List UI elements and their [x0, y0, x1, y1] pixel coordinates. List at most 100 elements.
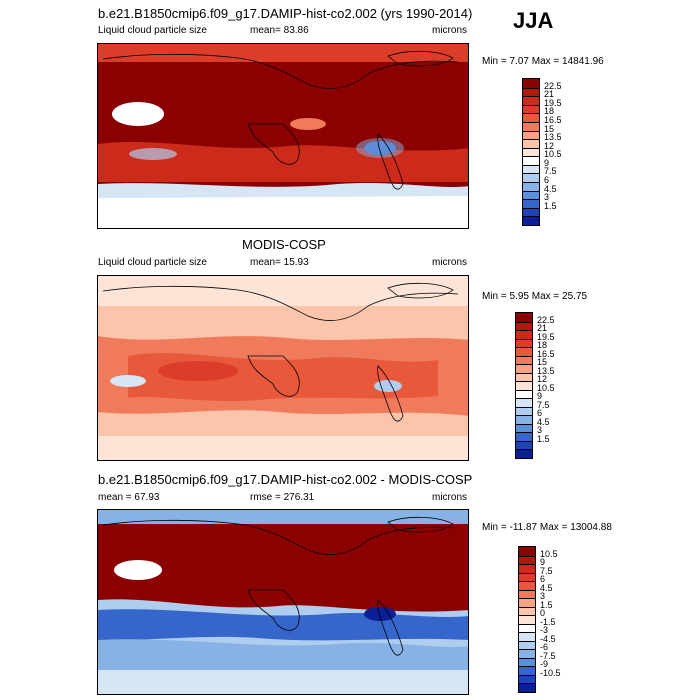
colorbar-segment: [516, 338, 532, 348]
colorbar-segment: [516, 415, 532, 424]
colorbar-tick-label: 18: [537, 340, 548, 351]
colorbar-tick-label: 22.5: [537, 314, 555, 325]
colorbar-tick-label: 16.5: [537, 348, 555, 359]
colorbar-segment: [516, 381, 532, 390]
colorbar-segment: [523, 130, 539, 140]
colorbar-segment: [523, 190, 539, 200]
colorbar-tick-label: 21: [544, 89, 555, 100]
colorbar-segment: [523, 207, 539, 217]
colorbar-segment: [516, 321, 532, 331]
colorbar-tick-label: 19.5: [544, 97, 562, 108]
colorbar-segment: [519, 598, 535, 607]
colorbar-segment: [523, 147, 539, 157]
colorbar-tick-label: 0: [540, 608, 546, 619]
panel3-map-field: [98, 510, 468, 694]
colorbar-segment: [516, 330, 532, 339]
colorbar-segment: [519, 555, 535, 565]
colorbar-segment: [516, 423, 532, 433]
colorbar-segment: [519, 683, 535, 692]
panel3-units-label: microns: [432, 492, 468, 503]
colorbar-segment: [523, 96, 539, 105]
season-label: JJA: [513, 8, 554, 33]
panel2-variable-label: Liquid cloud particle size: [98, 257, 207, 268]
panel1-variable-label: Liquid cloud particle size: [98, 25, 207, 36]
colorbar-tick-label: 6: [544, 175, 550, 186]
panel2-colorbar: [515, 312, 533, 459]
colorbar-tick-label: 12: [544, 140, 555, 151]
colorbar-segment: [523, 156, 539, 165]
colorbar-tick-label: 4.5: [544, 183, 557, 194]
colorbar-tick-label: 4.5: [540, 582, 553, 593]
colorbar-tick-label: 15: [544, 123, 555, 134]
colorbar-tick-label: 7.5: [540, 565, 553, 576]
colorbar-tick-label: 13.5: [544, 132, 562, 143]
colorbar-tick-label: 12: [537, 374, 548, 385]
colorbar-segment: [519, 615, 535, 624]
colorbar-tick-label: 16.5: [544, 114, 562, 125]
colorbar-tick-label: 9: [544, 157, 550, 168]
panel2-map-field: [98, 276, 468, 460]
panel2-minmax: Min = 5.95 Max = 25.75: [482, 291, 588, 302]
colorbar-tick-label: -10.5: [540, 667, 561, 678]
colorbar-tick-label: 10.5: [544, 149, 562, 160]
colorbar-segment: [519, 640, 535, 650]
panel3-colorbar: [518, 546, 536, 693]
panel2-map: [97, 275, 469, 461]
colorbar-segment: [523, 79, 539, 88]
colorbar-tick-label: 7.5: [544, 166, 557, 177]
panel2-mean-label: mean= 15.93: [250, 257, 309, 268]
colorbar-tick-label: 1.5: [540, 599, 553, 610]
colorbar-segment: [519, 581, 535, 590]
colorbar-segment: [516, 347, 532, 356]
colorbar-tick-label: 6: [537, 408, 543, 419]
colorbar-segment: [516, 364, 532, 373]
colorbar-tick-label: 10.5: [537, 382, 555, 393]
colorbar-segment: [516, 398, 532, 407]
colorbar-tick-label: 19.5: [537, 331, 555, 342]
colorbar-segment: [516, 406, 532, 416]
panel1-minmax: Min = 7.07 Max = 14841.96: [482, 56, 604, 67]
panel1-mean-label: mean= 83.86: [250, 25, 309, 36]
colorbar-segment: [523, 113, 539, 122]
colorbar-tick-label: -7.5: [540, 650, 556, 661]
colorbar-segment: [519, 649, 535, 658]
colorbar-segment: [516, 389, 532, 399]
colorbar-tick-label: -1.5: [540, 616, 556, 627]
colorbar-segment: [519, 674, 535, 684]
colorbar-segment: [516, 432, 532, 441]
colorbar-segment: [519, 564, 535, 573]
colorbar-segment: [523, 121, 539, 131]
colorbar-segment: [523, 182, 539, 191]
colorbar-segment: [519, 666, 535, 675]
colorbar-tick-label: 15: [537, 357, 548, 368]
colorbar-tick-label: 9: [540, 557, 546, 568]
panel3-minmax: Min = -11.87 Max = 13004.88: [482, 522, 612, 533]
colorbar-segment: [523, 139, 539, 148]
colorbar-tick-label: 18: [544, 106, 555, 117]
colorbar-segment: [516, 355, 532, 365]
colorbar-segment: [523, 87, 539, 97]
colorbar-tick-label: 3: [537, 425, 543, 436]
panel2-units-label: microns: [432, 257, 468, 268]
colorbar-segment: [519, 657, 535, 667]
colorbar-segment: [519, 623, 535, 633]
colorbar-tick-label: 3: [540, 591, 546, 602]
colorbar-tick-label: -6: [540, 642, 549, 653]
colorbar-tick-label: 4.5: [537, 416, 550, 427]
colorbar-tick-label: 10.5: [540, 548, 558, 559]
colorbar-tick-label: 3: [544, 192, 550, 203]
colorbar-tick-label: -4.5: [540, 633, 556, 644]
colorbar-tick-label: 7.5: [537, 399, 550, 410]
panel3-title: b.e21.B1850cmip6.f09_g17.DAMIP-hist-co2.…: [98, 472, 473, 487]
panel3-map: [97, 509, 469, 695]
colorbar-segment: [516, 372, 532, 382]
panel3-rmse-label: rmse = 276.31: [250, 492, 315, 503]
colorbar-segment: [516, 449, 532, 458]
colorbar-segment: [523, 199, 539, 208]
colorbar-tick-label: 1.5: [544, 200, 557, 211]
colorbar-segment: [519, 606, 535, 616]
colorbar-tick-label: 9: [537, 391, 543, 402]
colorbar-tick-label: -3: [540, 625, 549, 636]
panel1-map-field: [98, 44, 468, 228]
colorbar-tick-label: 1.5: [537, 433, 550, 444]
